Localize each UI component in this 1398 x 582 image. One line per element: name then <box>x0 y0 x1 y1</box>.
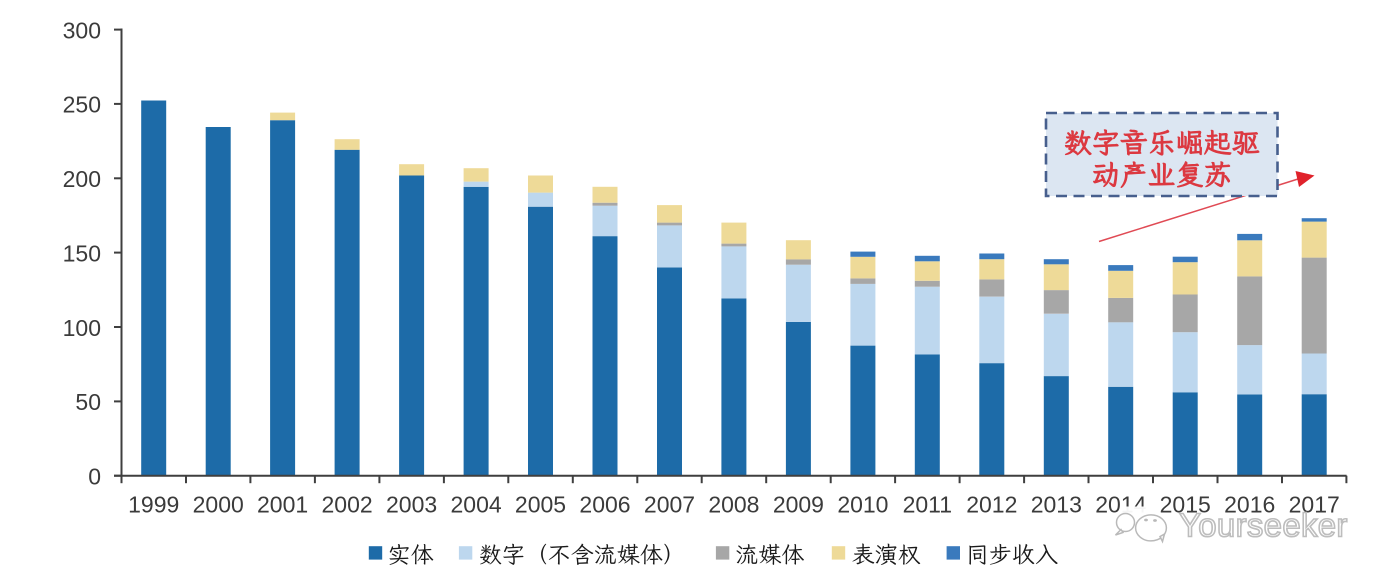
svg-text:数字音乐崛起驱: 数字音乐崛起驱 <box>1064 124 1260 161</box>
svg-text:2010: 2010 <box>837 492 888 518</box>
svg-text:50: 50 <box>75 389 101 415</box>
svg-text:数字（不含流媒体）: 数字（不含流媒体） <box>479 539 686 570</box>
svg-text:2004: 2004 <box>451 492 502 518</box>
svg-text:1999: 1999 <box>128 492 179 518</box>
svg-text:2000: 2000 <box>193 492 244 518</box>
svg-text:2017: 2017 <box>1289 492 1340 518</box>
svg-text:实体: 实体 <box>388 539 434 570</box>
svg-text:2015: 2015 <box>1160 492 1211 518</box>
svg-text:2005: 2005 <box>515 492 566 518</box>
svg-text:0: 0 <box>88 464 101 490</box>
svg-text:2007: 2007 <box>644 492 695 518</box>
svg-text:250: 250 <box>63 92 101 118</box>
svg-text:2013: 2013 <box>1031 492 1082 518</box>
svg-text:2008: 2008 <box>708 492 759 518</box>
svg-text:动产业复苏: 动产业复苏 <box>1092 156 1232 193</box>
svg-text:2002: 2002 <box>322 492 373 518</box>
svg-text:2001: 2001 <box>257 492 308 518</box>
svg-text:150: 150 <box>63 240 101 266</box>
svg-text:2009: 2009 <box>773 492 824 518</box>
svg-text:2012: 2012 <box>966 492 1017 518</box>
svg-text:表演权: 表演权 <box>852 539 921 570</box>
svg-text:300: 300 <box>63 17 101 43</box>
svg-text:流媒体: 流媒体 <box>735 539 804 570</box>
svg-text:2003: 2003 <box>386 492 437 518</box>
svg-text:200: 200 <box>63 166 101 192</box>
svg-text:同步收入: 同步收入 <box>966 539 1058 570</box>
svg-text:2006: 2006 <box>579 492 630 518</box>
svg-text:100: 100 <box>63 315 101 341</box>
svg-text:Yourseeker: Yourseeker <box>1179 507 1348 544</box>
svg-text:2016: 2016 <box>1224 492 1275 518</box>
svg-text:2011: 2011 <box>903 492 952 518</box>
